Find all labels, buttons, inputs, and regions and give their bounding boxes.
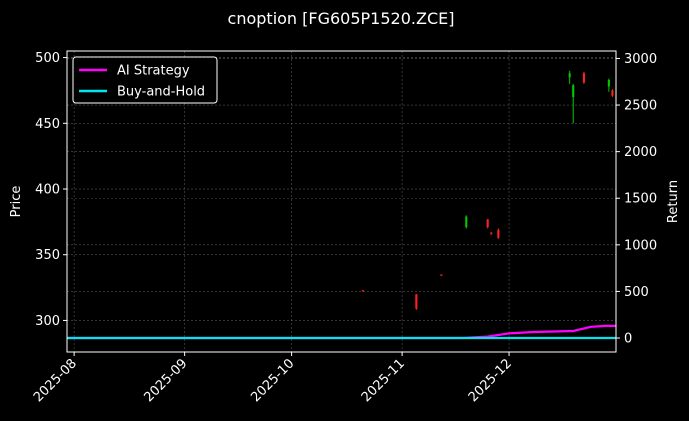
- y-right-tick-label: 3000: [624, 52, 657, 67]
- plot-frame: [66, 50, 617, 353]
- candle-body: [582, 73, 585, 83]
- y-left-tick-label: 500: [35, 51, 60, 66]
- candle-body: [611, 90, 614, 96]
- candle-body: [440, 274, 443, 276]
- y-right-tick-label: 2500: [624, 99, 657, 114]
- candle-body: [497, 229, 500, 238]
- y-left-tick-label: 350: [35, 248, 60, 263]
- y-right-tick-label: 2000: [624, 145, 657, 160]
- candle-body: [490, 232, 493, 234]
- legend-label-buy-and-hold: Buy-and-Hold: [117, 85, 205, 100]
- candle-body: [607, 79, 610, 87]
- y-left-tick-label: 450: [35, 117, 60, 132]
- y-left-tick-label: 300: [35, 314, 60, 329]
- legend-box: [72, 56, 218, 104]
- legend: AI Strategy Buy-and-Hold: [72, 56, 218, 104]
- line-layer: [67, 324, 616, 340]
- candle-body: [415, 294, 418, 309]
- candle-body: [572, 85, 575, 98]
- y-right-tick-label: 1500: [624, 192, 657, 207]
- y-left-tick-label: 400: [35, 183, 60, 198]
- candle-body: [486, 219, 489, 228]
- y-axis-label-left: Price: [9, 186, 24, 218]
- candle-body: [465, 216, 468, 228]
- legend-label-ai-strategy: AI Strategy: [117, 64, 190, 79]
- y-right-tick-label: 0: [624, 332, 632, 347]
- chart-title: cnoption [FG605P1520.ZCE]: [228, 9, 455, 28]
- y-right-tick-label: 1000: [624, 238, 657, 253]
- y-right-tick-label: 500: [624, 285, 649, 300]
- candle-layer: [361, 70, 614, 310]
- candle-body: [361, 290, 364, 292]
- candle-body: [568, 73, 571, 78]
- y-axis-label-right: Return: [666, 180, 681, 223]
- grid-layer: [67, 51, 616, 352]
